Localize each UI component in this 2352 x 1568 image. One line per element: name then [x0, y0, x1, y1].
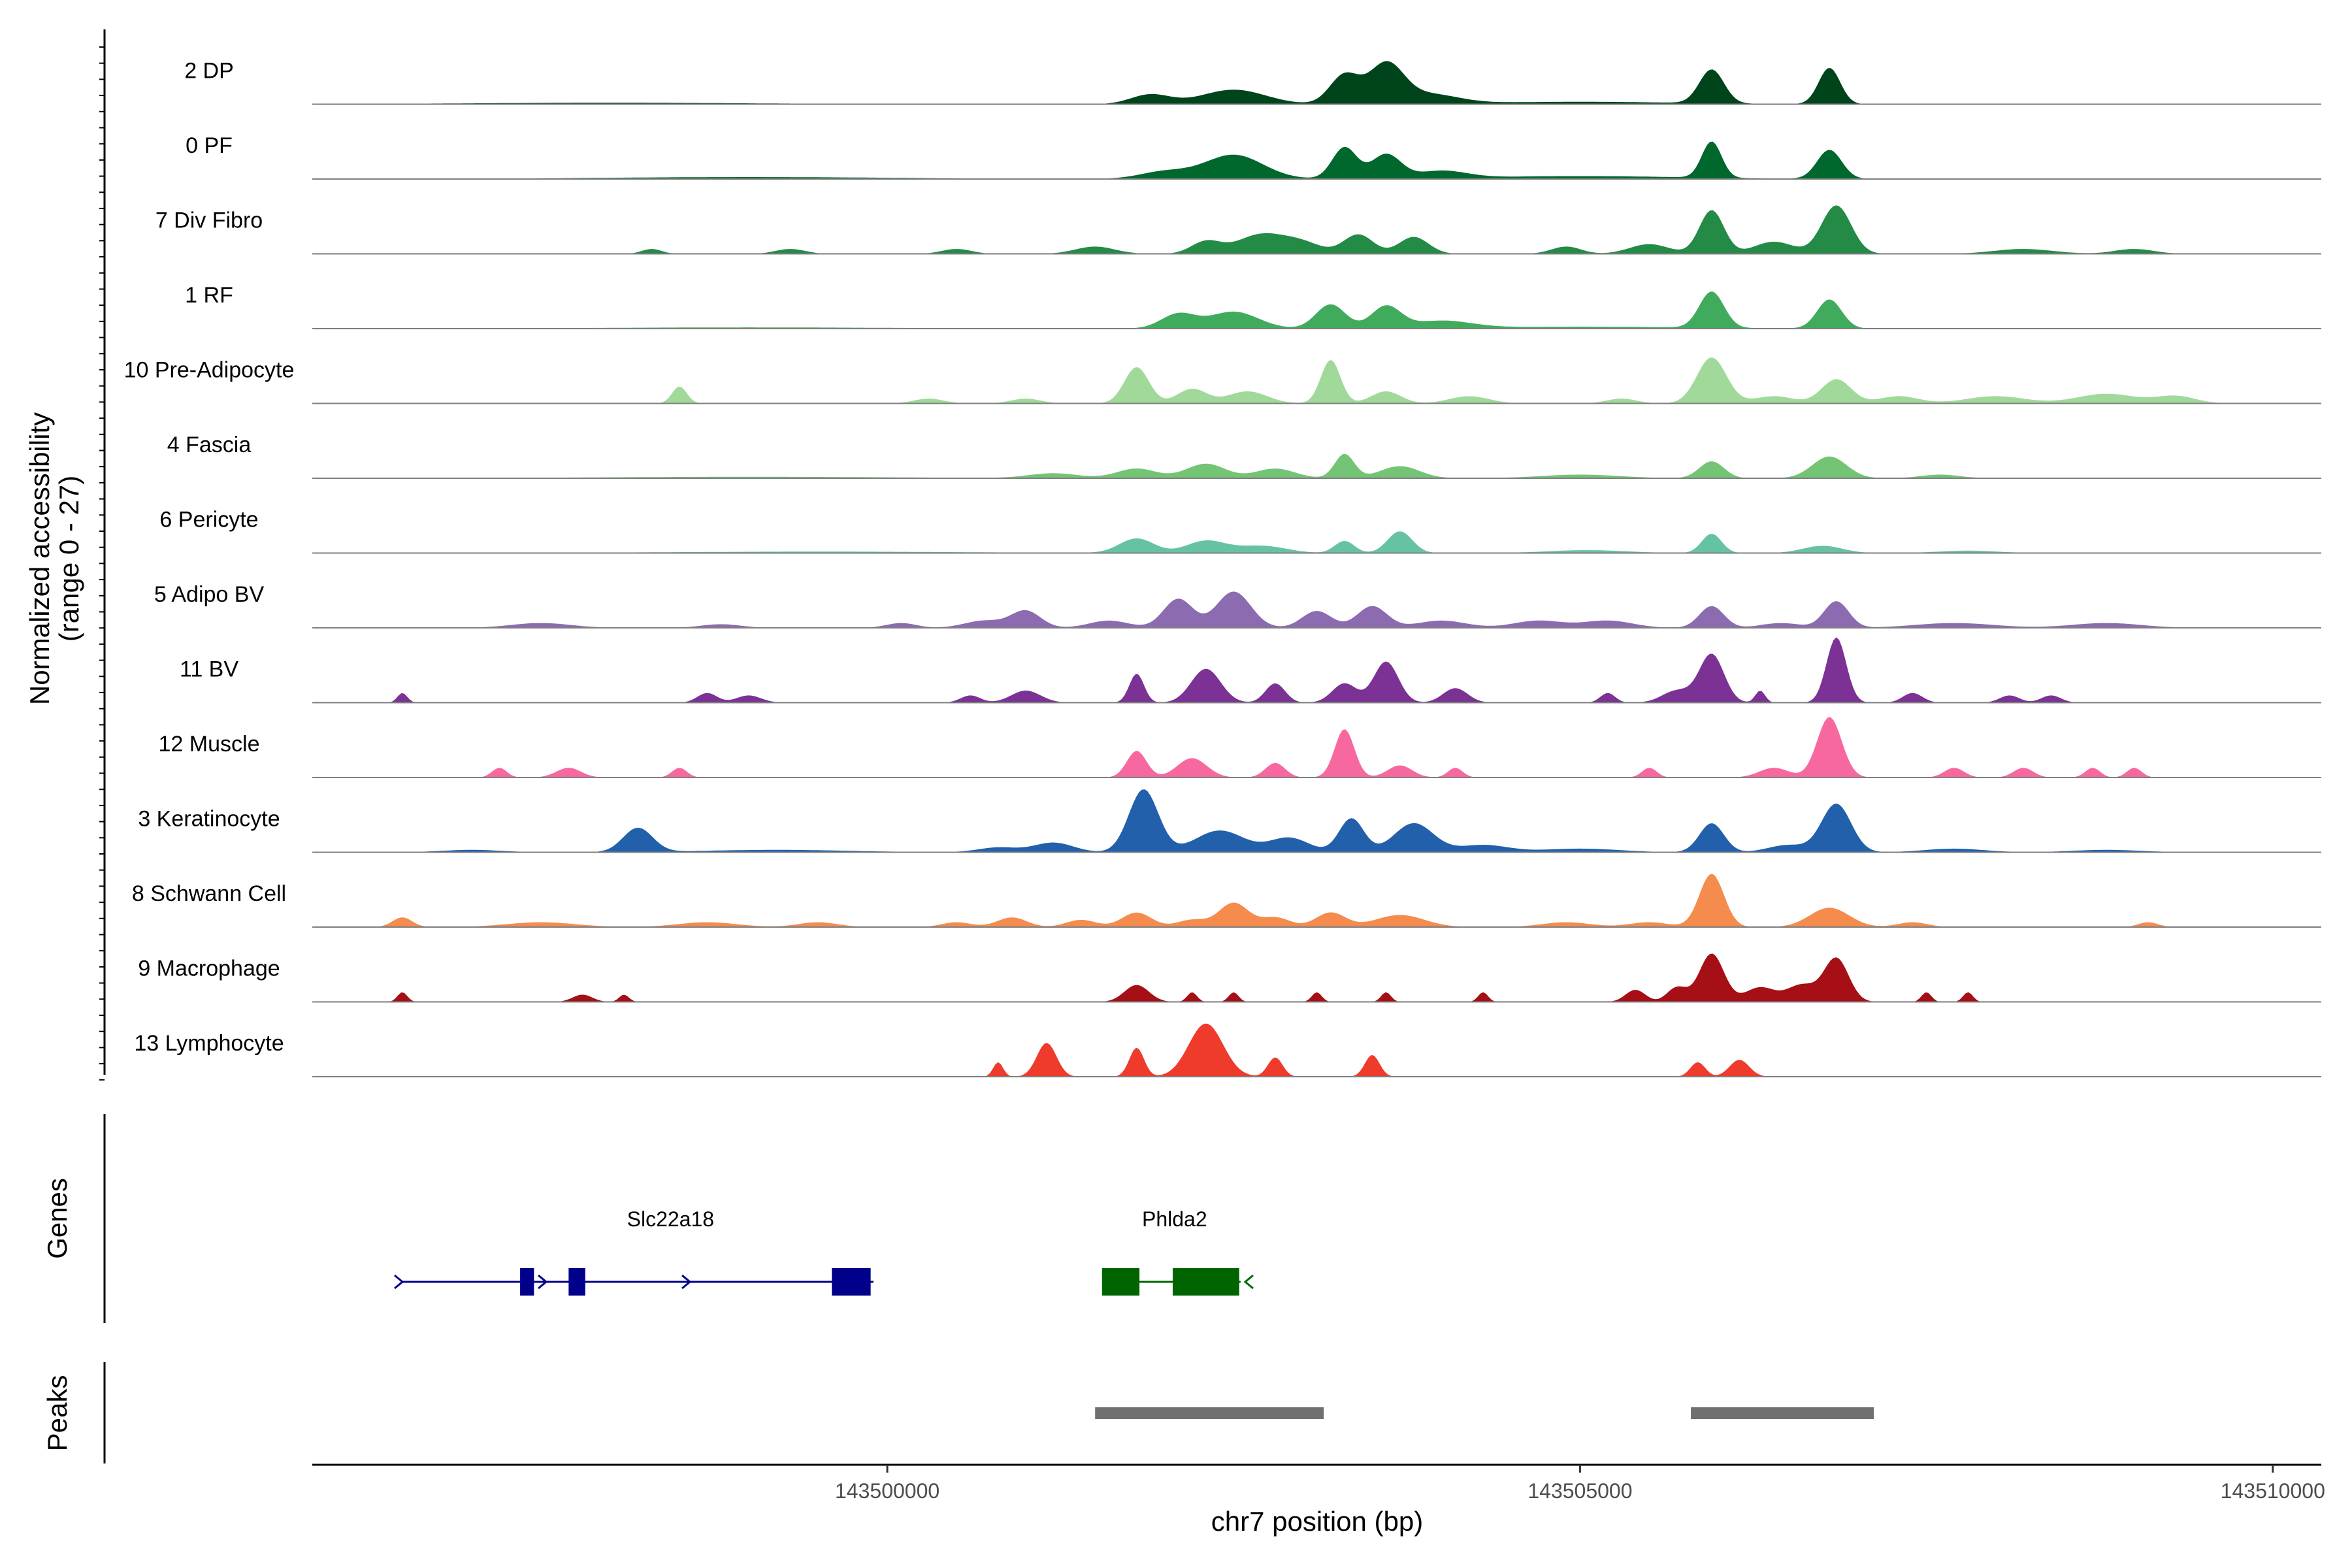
y-axis-title: Normalized accessibility: [24, 412, 55, 705]
coverage-area: [312, 291, 2321, 329]
coverage-area: [312, 717, 2321, 777]
strand-arrow: [681, 1274, 692, 1290]
track-6-pericyte: 6 Pericyte: [159, 508, 2321, 554]
track-label: 12 Muscle: [159, 732, 260, 757]
track-8-schwann-cell: 8 Schwann Cell: [132, 874, 2321, 928]
track-12-muscle: 12 Muscle: [159, 717, 2321, 778]
genes-panel-title: Genes: [42, 1178, 73, 1259]
coverage-area: [312, 1023, 2321, 1077]
track-9-macrophage: 9 Macrophage: [138, 953, 2321, 1003]
track-label: 3 Keratinocyte: [138, 807, 280, 832]
track-label: 2 DP: [184, 59, 234, 84]
peak-region: [1691, 1407, 1874, 1419]
x-axis: 143500000 143505000 143510000: [312, 1463, 2325, 1503]
x-tick-label: 143510000: [2221, 1479, 2325, 1503]
track-label: 6 Pericyte: [159, 508, 258, 532]
gene-exon: [520, 1268, 534, 1296]
track-label: 7 Div Fibro: [155, 208, 263, 233]
y-axis-range: (range 0 - 27): [54, 476, 84, 642]
coverage-area: [312, 357, 2321, 404]
track-4-fascia: 4 Fascia: [167, 433, 2321, 479]
gene-label: Slc22a18: [627, 1207, 714, 1231]
track-0-pf: 0 PF: [186, 133, 2321, 180]
coverage-area: [312, 141, 2321, 179]
track-2-dp: 2 DP: [184, 59, 2321, 105]
track-1-rf: 1 RF: [185, 283, 2321, 329]
coverage-area: [312, 531, 2321, 553]
coverage-panel: 2 DP 0 PF 7 Div Fibro 1 RF 10 Pre-Adipocyte 4…: [124, 59, 2321, 1077]
track-label: 0 PF: [186, 133, 233, 158]
y-axis: [99, 29, 106, 1081]
gene-exon: [568, 1268, 585, 1296]
x-axis-title: chr7 position (bp): [1211, 1506, 1424, 1537]
gene-slc22a18: Slc22a18: [394, 1207, 874, 1296]
coverage-area: [312, 789, 2321, 853]
coverage-area: [312, 453, 2321, 478]
x-tick-label: 143505000: [1527, 1479, 1632, 1503]
coverage-area: [312, 637, 2321, 703]
gene-exon: [1172, 1268, 1239, 1296]
strand-arrow: [538, 1274, 548, 1290]
track-label: 9 Macrophage: [138, 956, 280, 981]
track-11-bv: 11 BV: [180, 637, 2321, 704]
track-label: 13 Lymphocyte: [134, 1031, 284, 1056]
gene-exon: [832, 1268, 871, 1296]
track-label: 4 Fascia: [167, 433, 252, 457]
track-5-adipo-bv: 5 Adipo BV: [154, 582, 2321, 629]
strand-arrow: [394, 1274, 404, 1290]
track-3-keratinocyte: 3 Keratinocyte: [138, 789, 2321, 853]
gene-phlda2: Phlda2: [1102, 1207, 1254, 1296]
coverage-area: [312, 953, 2321, 1002]
track-13-lymphocyte: 13 Lymphocyte: [134, 1023, 2321, 1077]
gene-exon: [1102, 1268, 1140, 1296]
peak-region: [1095, 1407, 1324, 1419]
coverage-area: [312, 61, 2321, 105]
track-label: 1 RF: [185, 283, 233, 308]
track-label: 8 Schwann Cell: [132, 881, 286, 906]
coverage-area: [312, 874, 2321, 927]
track-label: 11 BV: [180, 657, 238, 682]
peaks-panel-title: Peaks: [42, 1375, 73, 1452]
track-10-pre-adipocyte: 10 Pre-Adipocyte: [124, 357, 2321, 404]
genes-panel: Genes Slc22a18 Phlda2: [42, 1114, 1254, 1323]
track-label: 10 Pre-Adipocyte: [124, 358, 295, 383]
x-tick-label: 143500000: [835, 1479, 939, 1503]
coverage-area: [312, 205, 2321, 254]
peaks-panel: Peaks: [42, 1362, 1874, 1463]
coverage-area: [312, 591, 2321, 628]
strand-arrow: [1243, 1274, 1254, 1290]
track-7-div-fibro: 7 Div Fibro: [155, 205, 2321, 255]
gene-label: Phlda2: [1142, 1207, 1207, 1231]
track-label: 5 Adipo BV: [154, 582, 265, 607]
